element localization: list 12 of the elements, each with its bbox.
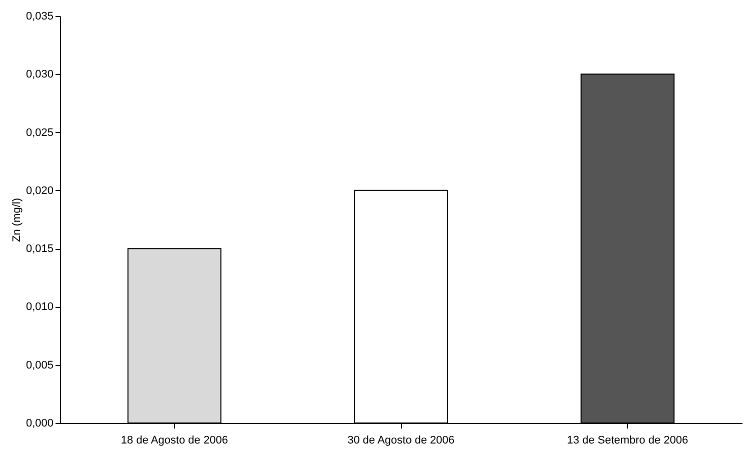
y-axis-title: Zn (mg/l) xyxy=(10,198,23,242)
y-tick-label: 0,035 xyxy=(26,10,54,22)
y-tick-label: 0,000 xyxy=(26,418,54,430)
y-tick-label: 0,005 xyxy=(26,359,54,372)
y-tick-label: 0,010 xyxy=(26,301,54,314)
x-tick-label: 30 de Agosto de 2006 xyxy=(347,434,455,446)
y-tick-label: 0,025 xyxy=(26,126,54,139)
y-tick-label: 0,020 xyxy=(26,184,54,197)
x-tick-label: 13 de Setembro de 2006 xyxy=(567,434,688,446)
y-tick-label: 0,015 xyxy=(26,243,54,256)
y-tick-label: 0,030 xyxy=(26,68,54,81)
x-tick-label: 18 de Agosto de 2006 xyxy=(120,434,228,446)
